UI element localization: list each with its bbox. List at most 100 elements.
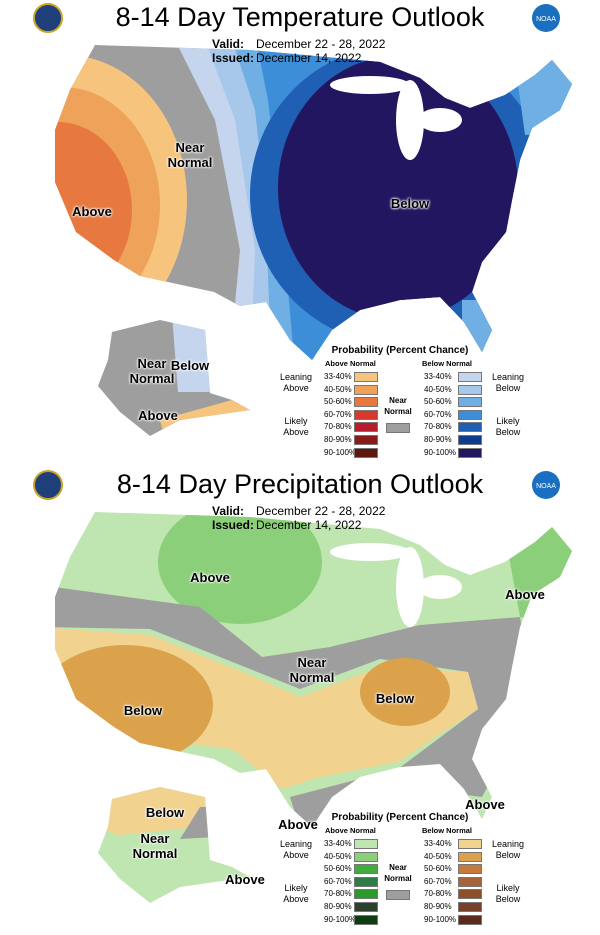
legend-swatch [354,372,378,382]
legend: Probability (Percent Chance) Above Normal… [270,812,524,932]
issued: Issued: December 14, 2022 [212,518,361,532]
legend-range: 40-50% [324,384,352,394]
legend-range: 40-50% [424,384,452,394]
legend-range: 33-40% [324,372,352,381]
legend-group-label: Leaning Above [279,372,313,394]
region-label: Above [138,408,178,423]
region-label: Below [145,805,185,820]
region-label: Below [170,358,210,373]
legend-range: 70-80% [324,422,352,432]
legend-range: 33-40% [424,372,452,381]
issued-label: Issued: [212,518,255,532]
legend-swatch [386,890,410,900]
legend-swatch [458,914,482,925]
legend-range: 50-60% [324,864,352,874]
legend-swatch [354,902,378,912]
legend-swatch [458,409,482,420]
map: NOAA [33,3,572,436]
lake [396,80,424,160]
temperature-panel: NOAA 8-14 Day Temperature Outlook Valid:… [0,0,600,467]
legend-group-label: Leaning Below [491,372,525,394]
doc-logo [33,470,63,500]
legend-range: 90-100% [324,914,357,924]
issued: Issued: December 14, 2022 [212,51,361,65]
region-label: Near Normal [289,655,335,685]
below-area [278,56,518,320]
legend-range: 40-50% [324,851,352,861]
region-label: Above [505,587,545,602]
region-label: Above [225,872,265,887]
legend-swatch [354,435,378,445]
legend-swatch [354,384,378,395]
valid: Valid: December 22 - 28, 2022 [212,504,385,518]
region-label: Above [72,204,112,219]
below-area [360,658,450,726]
above-area [158,512,322,624]
legend-swatch [354,839,378,849]
legend-swatch [458,384,482,395]
legend-range: 90-100% [424,447,457,457]
legend-range: 60-70% [424,876,452,886]
legend-swatch [354,397,378,408]
legend-range: 90-100% [424,914,457,924]
legend-swatch [458,851,482,862]
logo-text: NOAA [536,16,556,23]
legend-swatch [386,423,410,433]
legend-swatch [458,839,482,849]
legend-swatch [354,876,378,887]
legend-range: 60-70% [324,409,352,419]
lake [418,108,462,132]
noaa-logo [532,4,560,32]
lake [418,575,462,599]
legend-swatch [354,864,378,875]
noaa-logo [532,471,560,499]
legend-group-label: Likely Above [283,883,309,905]
legend-range: 60-70% [324,876,352,886]
precipitation-panel: NOAA 8-14 Day Precipitation Outlook Vali… [0,467,600,934]
region-label: Above [190,570,230,585]
legend-header: Above Normal [325,826,376,835]
valid: Valid: December 22 - 28, 2022 [212,37,385,51]
legend-swatch [458,864,482,875]
legend: Probability (Percent Chance) Above Normal… [270,345,524,465]
legend-header: Below Normal [422,826,473,835]
legend-group-label: Likely Above [283,416,309,438]
title: 8-14 Day Temperature Outlook [115,2,485,32]
region-label: Below [390,196,430,211]
legend-group-label: Leaning Above [279,839,313,861]
below-area [512,45,572,135]
legend-range: 80-90% [324,435,352,444]
legend-title: Probability (Percent Chance) [331,812,469,823]
logo-text: NOAA [536,483,556,490]
legend-range: 33-40% [324,839,352,848]
legend-swatch [458,372,482,382]
valid-label: Valid: [212,504,245,518]
region-label: Below [123,703,163,718]
legend-range: 80-90% [424,435,452,444]
legend-group-label: Leaning Below [491,839,525,861]
lake [330,76,410,94]
issued-date: December 14, 2022 [256,51,362,65]
region-label: Near Normal [129,356,175,386]
legend-range: 70-80% [424,889,452,899]
legend-swatch [354,851,378,862]
legend-range: 50-60% [424,864,452,874]
region-label: Near Normal [132,831,178,861]
legend-title: Probability (Percent Chance) [331,345,469,356]
map: NOAA [33,470,572,903]
legend-swatch [354,889,378,900]
legend-range: 60-70% [424,409,452,419]
doc-logo [33,3,63,33]
legend-group-label: Likely Below [495,883,521,905]
legend-range: 40-50% [424,851,452,861]
legend-swatch [458,889,482,900]
legend-range: 90-100% [324,447,357,457]
legend-swatch [458,435,482,445]
legend-range: 70-80% [324,889,352,899]
valid-label: Valid: [212,37,245,51]
legend-swatch [458,397,482,408]
legend-swatch [458,447,482,458]
legend-header: Below Normal [422,359,473,368]
near-normal-label: Near Normal [384,863,412,883]
